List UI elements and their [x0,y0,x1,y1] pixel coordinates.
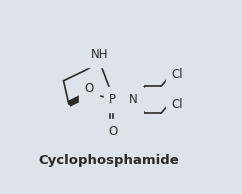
Text: O: O [84,82,94,95]
Text: NH: NH [91,48,108,61]
Text: P: P [109,93,116,106]
Text: N: N [129,93,137,106]
Text: Cl: Cl [171,68,183,81]
Text: Cyclophosphamide: Cyclophosphamide [39,154,180,167]
Text: O: O [108,125,117,138]
Text: Cl: Cl [171,98,183,111]
